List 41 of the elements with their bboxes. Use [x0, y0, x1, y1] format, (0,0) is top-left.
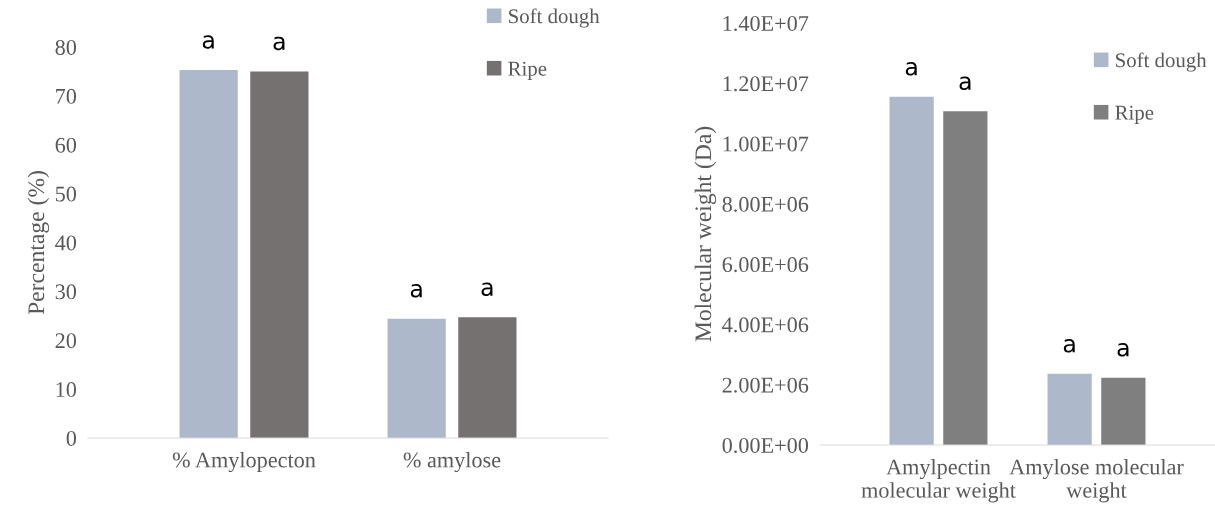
bar	[889, 96, 934, 445]
data-label: a	[481, 282, 493, 297]
y-tick-label: 60	[55, 137, 77, 153]
bar	[387, 318, 446, 438]
y-tick-label: 1.20E+07	[723, 76, 809, 92]
legend-label: Soft dough	[509, 8, 600, 28]
y-tick-label: 1.40E+07	[723, 15, 809, 32]
y-tick-label: 20	[55, 333, 77, 349]
y-tick-label: 0.00E+00	[722, 437, 809, 454]
y-tick-label: 0	[66, 430, 77, 446]
x-tick-label: % Amylopecton	[172, 451, 316, 473]
data-label: a	[410, 283, 422, 298]
y-tick-label: 8.00E+06	[722, 196, 809, 212]
y-tick-label: 4.00E+06	[722, 317, 809, 333]
y-axis-title: Molecular weight (Da)	[694, 126, 717, 342]
y-tick-label: 80	[55, 39, 77, 55]
bar	[250, 71, 309, 438]
data-label: a	[1117, 342, 1129, 357]
bar	[458, 317, 517, 438]
y-tick-label: 10	[56, 382, 77, 398]
data-label: a	[905, 62, 917, 76]
bar	[1047, 373, 1092, 445]
legend-label: Ripe	[1115, 105, 1154, 124]
y-axis-title: Percentage (%)	[27, 171, 50, 315]
data-label: a	[1063, 339, 1075, 353]
y-tick-label: 1.00E+07	[723, 136, 809, 152]
y-tick-label: 6.00E+06	[722, 257, 809, 273]
legend-label: Soft dough	[1116, 52, 1207, 72]
y-tick-label: 50	[55, 186, 77, 202]
bar	[1101, 377, 1146, 445]
legend-label: Ripe	[508, 61, 547, 80]
y-tick-label: 40	[55, 235, 77, 251]
x-tick-label: % amylose	[403, 451, 501, 473]
bar	[943, 111, 988, 445]
data-label: a	[959, 76, 971, 91]
y-tick-label: 2.00E+06	[722, 377, 809, 393]
bar	[179, 69, 238, 438]
data-label: a	[273, 36, 285, 51]
data-label: a	[202, 35, 214, 49]
y-tick-label: 30	[55, 284, 77, 300]
y-tick-label: 70	[56, 88, 77, 104]
